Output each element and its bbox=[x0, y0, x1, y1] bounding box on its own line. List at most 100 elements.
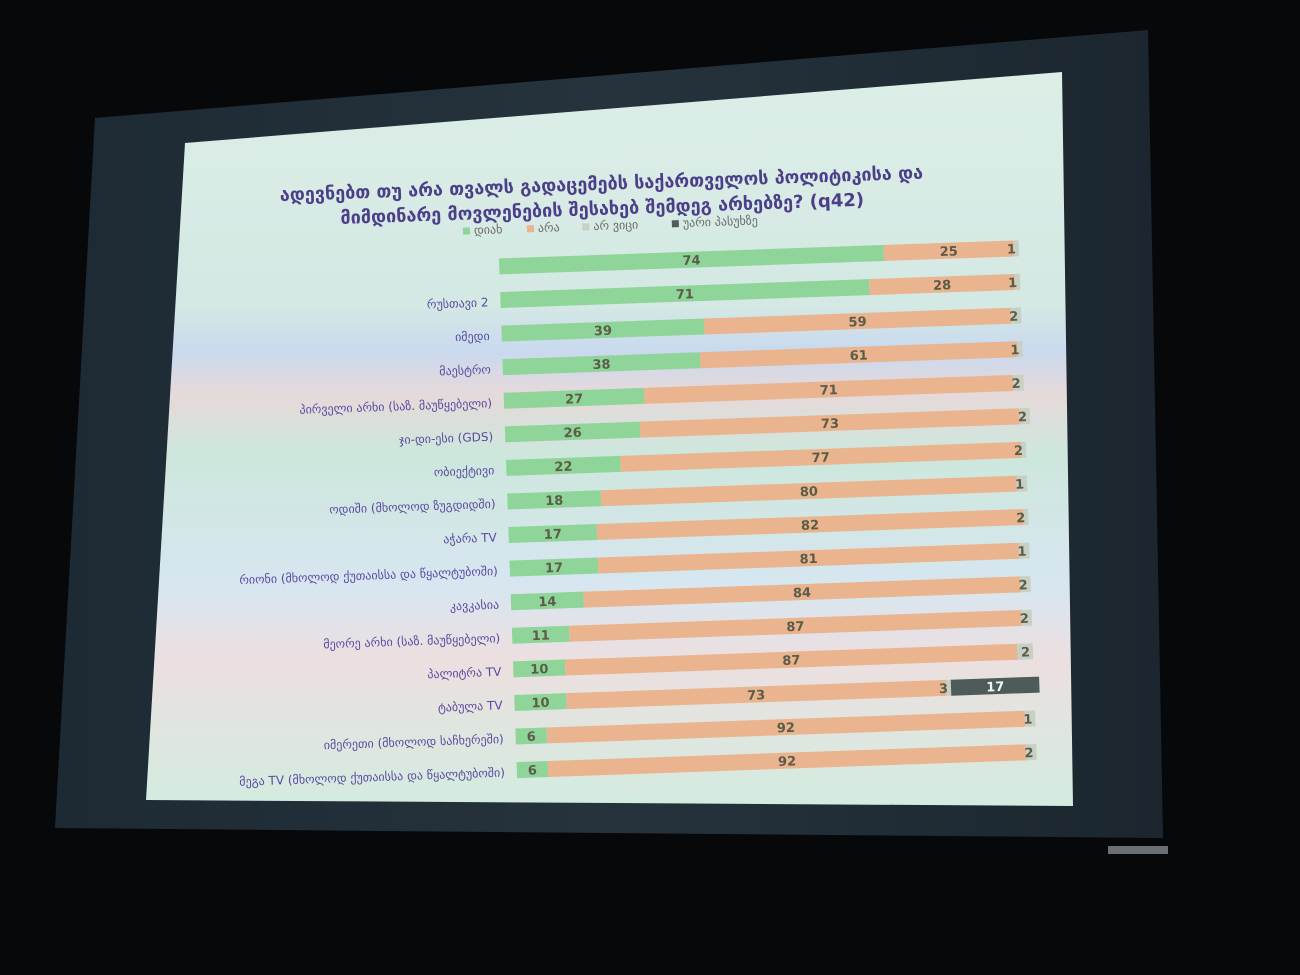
bar-segment-dont_know bbox=[1019, 407, 1031, 425]
data-label: 38 bbox=[592, 357, 611, 373]
data-label: 87 bbox=[786, 620, 805, 636]
bar-segment-dont_know bbox=[1019, 576, 1031, 593]
bar-row-5: 26 73 2 bbox=[504, 407, 1031, 443]
bar-segment-no bbox=[620, 441, 1022, 472]
data-label: 18 bbox=[545, 494, 564, 510]
bar-row-0: 74 25 1 bbox=[498, 240, 1020, 275]
category-label: მეორე არხი (საზ. მაუწყებელი) bbox=[323, 631, 500, 651]
data-label: 77 bbox=[811, 451, 830, 467]
data-label: 2 bbox=[1016, 511, 1026, 526]
legend-item-2: არ ვიცი bbox=[582, 218, 638, 233]
legend-label: უარი პასუხზე bbox=[683, 213, 758, 230]
data-label: 84 bbox=[793, 586, 812, 602]
bar-row-3: 38 61 1 bbox=[502, 341, 1023, 376]
data-label: 2 bbox=[1018, 410, 1028, 425]
bar-segment-no bbox=[883, 240, 1014, 261]
bar-segment-no bbox=[583, 576, 1021, 608]
category-label: პალიტრა TV bbox=[427, 665, 502, 682]
bar-row-10: 14 84 2 bbox=[510, 576, 1031, 611]
bar-segment-yes bbox=[500, 279, 870, 308]
data-label: 1 bbox=[1015, 477, 1025, 492]
data-label: 1 bbox=[1023, 712, 1033, 727]
data-label: 28 bbox=[933, 278, 952, 294]
legend-item-3: უარი პასუხზე bbox=[671, 213, 758, 230]
data-label: 59 bbox=[848, 315, 867, 331]
bar-segment-yes bbox=[502, 352, 701, 376]
bar-row-12: 10 87 2 bbox=[513, 643, 1034, 678]
data-label: 6 bbox=[527, 730, 537, 745]
bar-segment-yes bbox=[510, 591, 584, 611]
bar-segment-no bbox=[703, 307, 1012, 335]
bar-segment-yes bbox=[501, 318, 705, 342]
bar-row-2: 39 59 2 bbox=[501, 307, 1022, 342]
legend-label: დიახ bbox=[474, 222, 503, 237]
bar-segment-no bbox=[569, 610, 1022, 642]
data-label: 1 bbox=[1007, 242, 1017, 257]
bar-row-11: 11 87 2 bbox=[511, 609, 1033, 644]
bar-segment-dont_know bbox=[1010, 307, 1022, 324]
data-label: 22 bbox=[554, 460, 573, 476]
bar-segment-no bbox=[643, 374, 1014, 404]
legend-item-1: არა bbox=[526, 220, 560, 235]
bar-segment-dont_know bbox=[1024, 710, 1036, 727]
data-label: 10 bbox=[530, 662, 549, 678]
bar-segment-dont_know bbox=[1021, 609, 1033, 627]
bar-row-9: 17 81 1 bbox=[509, 542, 1030, 577]
data-label: 87 bbox=[782, 653, 801, 669]
legend-swatch bbox=[582, 223, 590, 231]
category-label: მაესტრო bbox=[439, 363, 491, 379]
category-label: აჭარა TV bbox=[443, 530, 498, 546]
bar-segment-no bbox=[566, 679, 947, 710]
bar-segment-no bbox=[547, 744, 1027, 778]
legend-item-0: დიახ bbox=[462, 222, 503, 237]
bar-row-8: 17 82 2 bbox=[508, 508, 1029, 544]
data-label: 17 bbox=[545, 561, 564, 577]
data-label: 25 bbox=[940, 244, 959, 260]
data-label: 2 bbox=[1018, 578, 1028, 593]
data-label: 2 bbox=[1009, 310, 1019, 325]
bar-row-6: 22 77 2 bbox=[505, 441, 1027, 476]
bar-segment-yes bbox=[516, 761, 549, 779]
category-label: იმედი bbox=[455, 329, 490, 344]
category-label: ობიექტივი bbox=[434, 463, 495, 479]
bar-row-15: 6 92 2 bbox=[516, 743, 1037, 779]
data-label: 17 bbox=[544, 527, 563, 543]
data-label: 71 bbox=[676, 287, 695, 303]
data-label: 2 bbox=[1014, 444, 1024, 459]
bar-segment-yes bbox=[504, 421, 641, 443]
data-label: 82 bbox=[801, 518, 820, 534]
bar-row-14: 6 92 1 bbox=[515, 710, 1036, 745]
data-label: 2 bbox=[1024, 746, 1034, 761]
bar-segment-dont_know bbox=[945, 679, 952, 696]
bar-segment-dont_know bbox=[1020, 441, 1027, 458]
data-label: 26 bbox=[563, 426, 582, 442]
data-label: 74 bbox=[682, 253, 701, 269]
category-label: კავკასია bbox=[450, 598, 500, 614]
data-label: 2 bbox=[1021, 645, 1031, 660]
data-label: 61 bbox=[849, 348, 868, 364]
data-label: 73 bbox=[821, 417, 840, 433]
category-label: რუსთავი 2 bbox=[427, 295, 489, 311]
data-label: 73 bbox=[747, 688, 766, 704]
data-label: 2 bbox=[1020, 612, 1030, 627]
bar-row-4: 27 71 2 bbox=[503, 374, 1024, 409]
data-label: 39 bbox=[594, 324, 613, 340]
bar-segment-yes bbox=[505, 455, 621, 476]
data-label: 81 bbox=[799, 552, 818, 568]
bar-segment-yes bbox=[511, 625, 570, 644]
bar-segment-refuse bbox=[950, 676, 1040, 696]
bar-segment-no bbox=[869, 274, 1016, 296]
bar-segment-yes bbox=[513, 659, 566, 678]
data-label: 10 bbox=[531, 696, 550, 712]
data-label: 1 bbox=[1008, 276, 1018, 291]
data-label: 80 bbox=[800, 485, 819, 501]
bar-segment-dont_know bbox=[1025, 743, 1037, 761]
bar-segment-no bbox=[639, 408, 1020, 438]
category-label: პირველი არხი (საზ. მაუწყებელი) bbox=[299, 396, 492, 417]
bar-row-7: 18 80 1 bbox=[507, 475, 1028, 510]
data-label: 92 bbox=[777, 721, 796, 737]
bar-segment-dont_know bbox=[1012, 374, 1024, 391]
data-label: 27 bbox=[565, 392, 584, 408]
